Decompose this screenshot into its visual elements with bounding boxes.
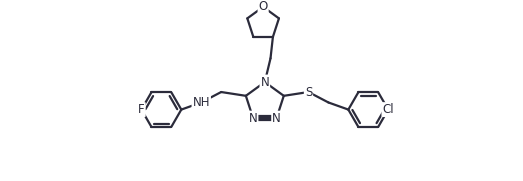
Text: O: O: [258, 0, 268, 13]
Text: NH: NH: [192, 96, 210, 109]
Text: F: F: [138, 103, 145, 116]
Text: S: S: [305, 86, 312, 98]
Text: Cl: Cl: [382, 103, 394, 116]
Text: N: N: [249, 112, 257, 125]
Text: N: N: [272, 112, 281, 125]
Text: N: N: [260, 75, 269, 89]
